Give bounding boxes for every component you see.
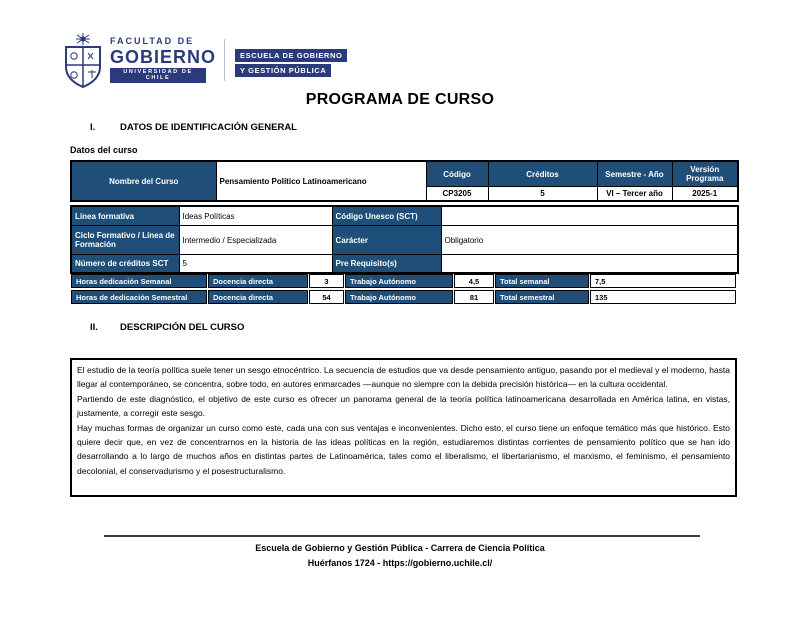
- creditos-sct-value: 5: [178, 254, 333, 274]
- faculty-line2: GOBIERNO: [110, 47, 217, 67]
- datos-del-curso-label: Datos del curso: [70, 145, 138, 155]
- docencia-directa-semestral-value: 54: [309, 290, 344, 304]
- table-row: Horas de dedicación Semestral Docencia d…: [71, 290, 736, 304]
- total-semestral-label: Total semestral: [495, 290, 589, 304]
- course-identification-table: Nombre del Curso Pensamiento Político La…: [70, 160, 739, 202]
- section-2-title: DESCRIPCIÓN DEL CURSO: [120, 322, 245, 333]
- course-info-table: Línea formativa Ideas Políticas Código U…: [70, 205, 739, 274]
- description-paragraph: Partiendo de este diagnóstico, el objeti…: [77, 393, 730, 419]
- footer-school-line: Escuela de Gobierno y Gestión Pública - …: [255, 543, 545, 553]
- header-logo-block: FACULTAD DE GOBIERNO UNIVERSIDAD DE CHIL…: [62, 32, 348, 88]
- table-row: Horas dedicación Semanal Docencia direct…: [71, 274, 736, 288]
- prerequisitos-value: [440, 254, 739, 274]
- total-semanal-label: Total semanal: [495, 274, 589, 288]
- table-row: Ciclo Formativo / Línea de Formación Int…: [70, 225, 739, 255]
- creditos-value: 5: [487, 186, 598, 202]
- faculty-line1: FACULTAD DE: [110, 36, 195, 46]
- description-paragraph: Hay muchas formas de organizar un curso …: [77, 422, 730, 476]
- table-row: Número de créditos SCT 5 Pre Requisito(s…: [70, 254, 739, 274]
- school-badge-line1: ESCUELA DE GOBIERNO: [235, 49, 348, 62]
- logo-separator: [224, 39, 226, 81]
- caracter-label: Carácter: [331, 225, 442, 255]
- version-header: Versión Programa: [671, 160, 739, 187]
- hours-table: Horas dedicación Semanal Docencia direct…: [70, 272, 737, 306]
- university-bar: UNIVERSIDAD DE CHILE: [110, 68, 206, 83]
- horas-semanal-label: Horas dedicación Semanal: [71, 274, 207, 288]
- linea-formativa-label: Línea formativa: [70, 205, 180, 226]
- footer-divider: [104, 535, 700, 537]
- section-1-title: DATOS DE IDENTIFICACIÓN GENERAL: [120, 122, 297, 133]
- course-description-box: El estudio de la teoría política suele t…: [70, 358, 737, 497]
- semestre-header: Semestre - Año: [596, 160, 673, 187]
- codigo-unesco-value: [440, 205, 739, 226]
- ciclo-formativo-label: Ciclo Formativo / Línea de Formación: [70, 225, 180, 255]
- prerequisitos-label: Pre Requisito(s): [331, 254, 442, 274]
- ciclo-formativo-value: Intermedio / Especializada: [178, 225, 333, 255]
- trabajo-autonomo-semanal-value: 4,5: [454, 274, 494, 288]
- section-1-number: I.: [90, 122, 96, 133]
- horas-semestral-label: Horas de dedicación Semestral: [71, 290, 207, 304]
- codigo-unesco-label: Código Unesco (SCT): [331, 205, 442, 226]
- faculty-wordmark: FACULTAD DE GOBIERNO UNIVERSIDAD DE CHIL…: [110, 37, 216, 83]
- description-paragraph: El estudio de la teoría política suele t…: [77, 365, 730, 390]
- semestre-value: VI – Tercer año: [596, 186, 673, 202]
- trabajo-autonomo-semestral-value: 81: [454, 290, 494, 304]
- universidad-de-chile-crest-icon: [65, 33, 101, 88]
- creditos-sct-label: Número de créditos SCT: [70, 254, 180, 274]
- section-2-number: II.: [90, 322, 98, 333]
- docencia-directa-label: Docencia directa: [208, 274, 308, 288]
- section-1-heading: I. DATOS DE IDENTIFICACIÓN GENERAL: [90, 122, 297, 133]
- docencia-directa-semanal-value: 3: [309, 274, 344, 288]
- footer-address-line: Huérfanos 1724 - https://gobierno.uchile…: [307, 557, 493, 568]
- total-semestral-value: 135: [590, 290, 736, 304]
- codigo-header: Código: [425, 160, 489, 187]
- codigo-value: CP3205: [425, 186, 489, 202]
- trabajo-autonomo-label: Trabajo Autónomo: [345, 290, 453, 304]
- school-badge: ESCUELA DE GOBIERNO Y GESTIÓN PÚBLICA: [235, 49, 348, 77]
- school-badge-line2: Y GESTIÓN PÚBLICA: [235, 64, 332, 77]
- footer: Escuela de Gobierno y Gestión Pública - …: [0, 541, 800, 570]
- creditos-header: Créditos: [487, 160, 598, 187]
- version-value: 2025-1: [671, 186, 739, 202]
- trabajo-autonomo-label: Trabajo Autónomo: [345, 274, 453, 288]
- linea-formativa-value: Ideas Políticas: [178, 205, 333, 226]
- total-semanal-value: 7,5: [590, 274, 736, 288]
- section-2-heading: II. DESCRIPCIÓN DEL CURSO: [90, 322, 244, 333]
- docencia-directa-label: Docencia directa: [208, 290, 308, 304]
- course-name-value: Pensamiento Político Latinoamericano: [215, 160, 427, 202]
- caracter-value: Obligatorio: [440, 225, 739, 255]
- table-row: Línea formativa Ideas Políticas Código U…: [70, 205, 739, 226]
- page-title: PROGRAMA DE CURSO: [305, 91, 495, 108]
- course-name-label: Nombre del Curso: [70, 160, 217, 202]
